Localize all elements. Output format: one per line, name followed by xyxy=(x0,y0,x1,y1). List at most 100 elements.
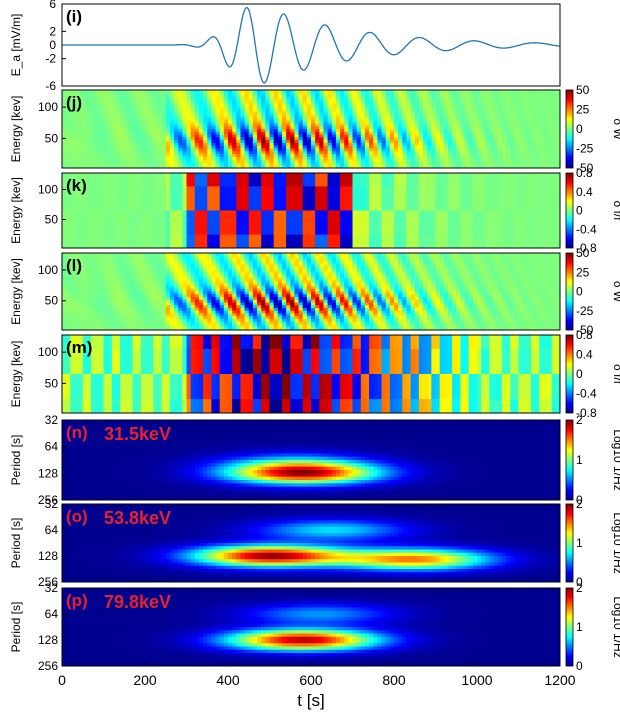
heatmap-cell xyxy=(228,95,233,99)
heatmap-cell xyxy=(364,117,370,122)
heatmap-cell xyxy=(555,140,560,144)
heatmap-cell xyxy=(340,181,345,185)
heatmap-cell xyxy=(364,95,370,99)
heatmap-cell xyxy=(464,194,470,198)
heatmap-cell xyxy=(153,120,159,125)
heatmap-cell xyxy=(489,145,495,150)
heatmap-cell xyxy=(489,123,495,127)
heatmap-cell xyxy=(62,117,67,122)
heatmap-cell xyxy=(543,183,549,187)
heatmap-cell xyxy=(244,129,250,133)
heatmap-cell xyxy=(236,98,242,102)
heatmap-cell xyxy=(132,162,138,166)
heatmap-cell xyxy=(186,202,192,206)
heatmap-cell xyxy=(311,162,316,166)
heatmap-cell xyxy=(136,92,142,97)
heatmap-cell xyxy=(497,162,503,166)
heatmap-cell xyxy=(526,137,532,141)
heatmap-cell xyxy=(265,186,271,190)
heatmap-cell xyxy=(211,178,217,182)
heatmap-cell xyxy=(506,191,511,196)
heatmap-cell xyxy=(522,175,528,179)
heatmap-cell xyxy=(555,109,560,113)
heatmap-cell xyxy=(115,126,121,130)
heatmap-cell xyxy=(228,199,233,204)
heatmap-cell xyxy=(373,140,378,144)
heatmap-cell xyxy=(91,159,96,164)
heatmap-cell xyxy=(290,145,295,150)
heatmap-cell xyxy=(99,202,105,206)
heatmap-cell xyxy=(120,120,125,125)
heatmap-cell xyxy=(228,197,233,201)
heatmap-cell xyxy=(298,109,304,113)
heatmap-cell xyxy=(78,112,84,116)
heatmap-cell xyxy=(145,142,150,147)
heatmap-cell xyxy=(389,197,395,201)
heatmap-cell xyxy=(203,126,208,130)
heatmap-cell xyxy=(406,183,412,187)
heatmap-cell xyxy=(153,151,159,155)
heatmap-cell xyxy=(530,197,536,201)
heatmap-cell xyxy=(99,205,105,209)
heatmap-cell xyxy=(294,145,300,150)
heatmap-cell xyxy=(389,145,395,150)
heatmap-cell xyxy=(198,178,204,182)
heatmap-cell xyxy=(489,90,495,94)
heatmap-cell xyxy=(369,189,374,193)
heatmap-cell xyxy=(82,154,88,158)
heatmap-cell xyxy=(103,191,109,196)
heatmap-cell xyxy=(257,165,262,168)
heatmap-cell xyxy=(460,120,466,125)
heatmap-cell xyxy=(269,98,275,102)
heatmap-cell xyxy=(398,140,403,144)
heatmap-cell xyxy=(447,173,453,177)
heatmap-cell xyxy=(352,178,358,182)
heatmap-cell xyxy=(302,148,308,152)
heatmap-cell xyxy=(489,186,495,190)
heatmap-cell xyxy=(74,117,80,122)
heatmap-cell xyxy=(269,134,275,138)
heatmap-cell xyxy=(198,165,204,168)
heatmap-cell xyxy=(356,117,362,122)
heatmap-cell xyxy=(410,109,416,113)
heatmap-cell xyxy=(447,103,453,108)
heatmap-cell xyxy=(331,92,337,97)
heatmap-cell xyxy=(62,205,67,209)
heatmap-cell xyxy=(161,205,167,209)
heatmap-cell xyxy=(62,137,67,141)
heatmap-cell xyxy=(70,162,76,166)
heatmap-cell xyxy=(439,123,445,127)
heatmap-cell xyxy=(86,205,92,209)
heatmap-cell xyxy=(489,134,495,138)
heatmap-cell xyxy=(194,90,200,94)
heatmap-cell xyxy=(447,123,453,127)
heatmap-cell xyxy=(514,191,520,196)
heatmap-cell xyxy=(410,189,416,193)
heatmap-cell xyxy=(215,197,221,201)
heatmap-cell xyxy=(485,159,491,164)
heatmap-cell xyxy=(207,92,212,97)
heatmap-cell xyxy=(418,194,424,198)
heatmap-cell xyxy=(506,90,511,94)
heatmap-cell xyxy=(186,98,192,102)
heatmap-cell xyxy=(327,140,333,144)
heatmap-cell xyxy=(302,134,308,138)
heatmap-cell xyxy=(78,207,84,212)
heatmap-cell xyxy=(95,126,100,130)
heatmap-cell xyxy=(120,137,125,141)
heatmap-cell xyxy=(369,156,374,161)
heatmap-cell xyxy=(377,189,383,193)
heatmap-cell xyxy=(377,109,383,113)
heatmap-cell xyxy=(555,202,560,206)
heatmap-cell xyxy=(190,92,196,97)
heatmap-cell xyxy=(66,178,71,182)
heatmap-cell xyxy=(257,134,262,138)
heatmap-cell xyxy=(269,156,275,161)
heatmap-cell xyxy=(186,106,192,111)
heatmap-cell xyxy=(501,109,507,113)
colorbar-tick-label: -50 xyxy=(576,161,594,175)
heatmap-cell xyxy=(526,117,532,122)
heatmap-cell xyxy=(377,140,383,144)
heatmap-cell xyxy=(518,178,524,182)
heatmap-cell xyxy=(66,120,71,125)
